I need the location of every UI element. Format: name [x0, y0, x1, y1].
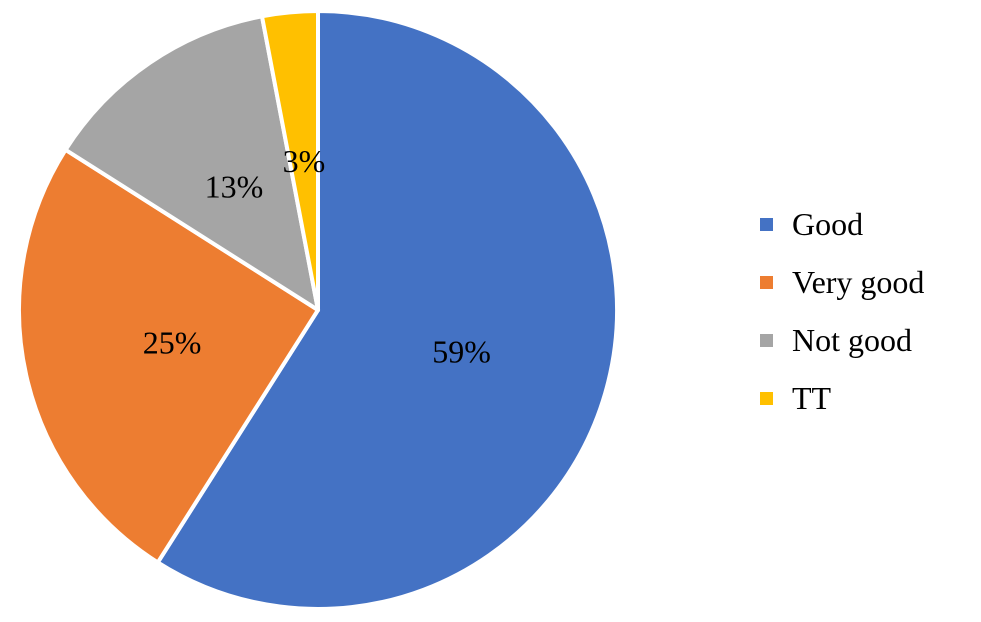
legend: Good Very good Not good TT: [760, 0, 924, 622]
pie-label-tt: 3%: [283, 143, 326, 179]
legend-item-very-good: Very good: [760, 266, 924, 298]
pie-label-good: 59%: [432, 334, 491, 370]
legend-swatch-not-good-icon: [760, 333, 773, 347]
pie-slice-not-good: [63, 14, 320, 312]
legend-item-good: Good: [760, 208, 924, 240]
legend-swatch-tt-icon: [760, 391, 773, 405]
pie-label-not-good: 13%: [205, 168, 264, 204]
legend-label-not-good: Not good: [792, 322, 912, 358]
pie-slice-very-good: [17, 147, 320, 565]
pie-label-very-good: 25%: [143, 325, 202, 361]
legend-label-good: Good: [792, 206, 864, 242]
legend-label-tt: TT: [792, 380, 832, 416]
legend-swatch-very-good-icon: [760, 275, 773, 289]
pie-plot-area: 59% 25% 13% 3%: [17, 9, 619, 611]
pie-slice-good: [155, 9, 619, 611]
pie-slice-tt: [259, 9, 320, 312]
legend-swatch-good-icon: [760, 217, 773, 231]
legend-item-not-good: Not good: [760, 324, 924, 356]
legend-label-very-good: Very good: [792, 264, 925, 300]
legend-item-tt: TT: [760, 382, 924, 414]
